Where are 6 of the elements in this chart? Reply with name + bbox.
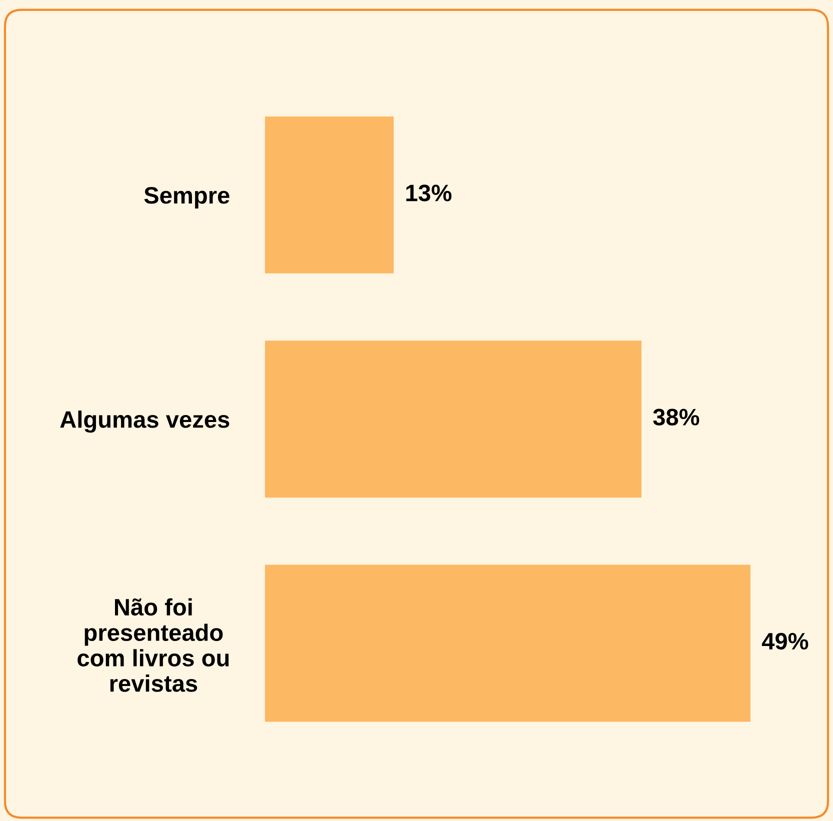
data-label: 38% <box>653 408 700 426</box>
data-label: 49% <box>762 632 808 650</box>
y-tick-label: Algumas vezes <box>60 410 230 433</box>
y-tick-label: Sempre <box>144 187 230 208</box>
y-tick-label: Não foi presenteado com livros ou revistas <box>78 598 229 692</box>
data-label: 13% <box>406 184 452 202</box>
